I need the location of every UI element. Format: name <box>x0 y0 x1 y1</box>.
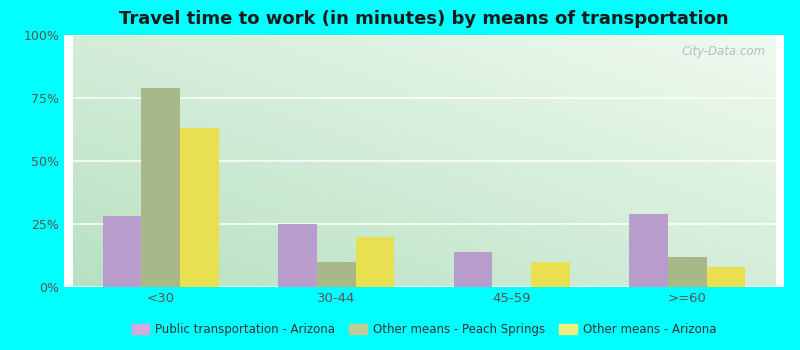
Bar <box>630 214 668 287</box>
Bar <box>278 224 317 287</box>
Bar <box>142 88 180 287</box>
Bar <box>317 262 355 287</box>
Bar <box>668 257 706 287</box>
Bar <box>454 252 493 287</box>
Bar <box>706 267 746 287</box>
Bar <box>180 128 218 287</box>
Bar <box>102 216 142 287</box>
Text: City-Data.com: City-Data.com <box>682 45 766 58</box>
Title: Travel time to work (in minutes) by means of transportation: Travel time to work (in minutes) by mean… <box>119 10 729 28</box>
Bar <box>531 262 570 287</box>
Bar <box>355 237 394 287</box>
Legend: Public transportation - Arizona, Other means - Peach Springs, Other means - Ariz: Public transportation - Arizona, Other m… <box>127 318 721 341</box>
